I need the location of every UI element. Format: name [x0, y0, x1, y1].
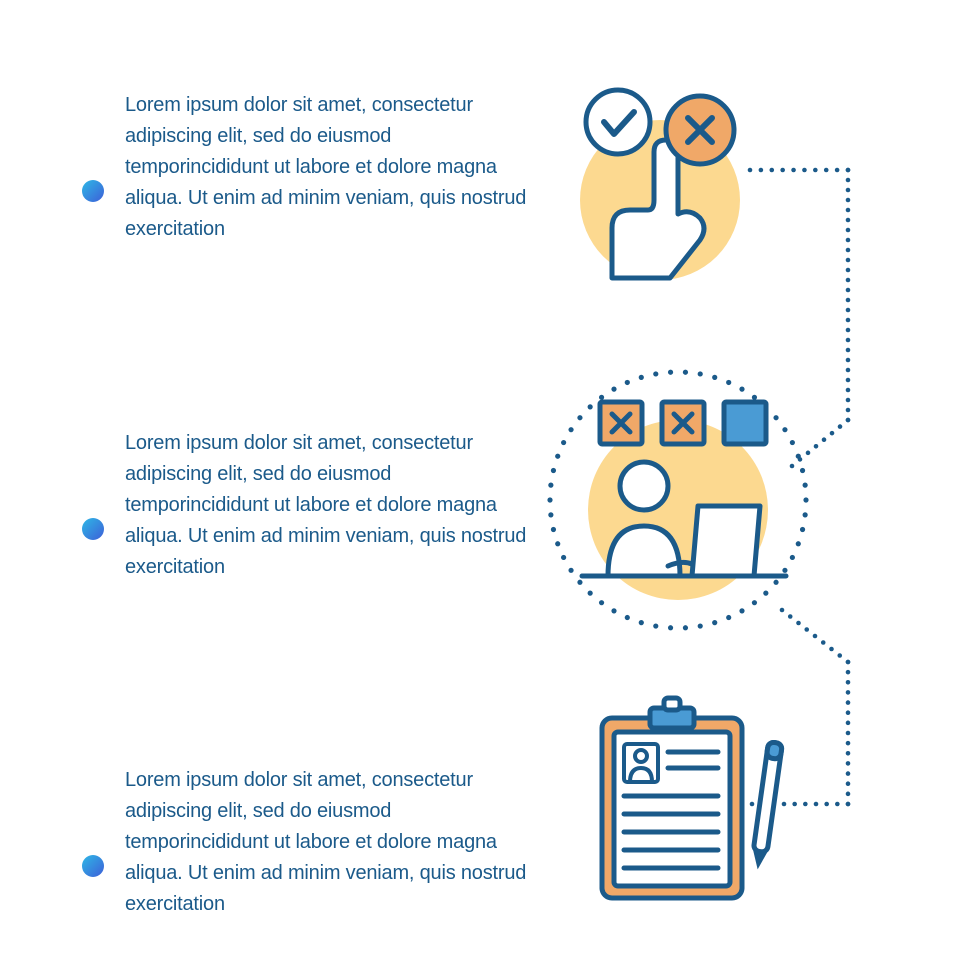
infographic-container: Lorem ipsum dolor sit amet, consectetur … [0, 0, 980, 980]
bullet-dot [82, 518, 104, 540]
paragraph-text: Lorem ipsum dolor sit amet, consectetur … [125, 432, 526, 578]
graphic-column [550, 90, 910, 920]
text-column: Lorem ipsum dolor sit amet, consectetur … [120, 90, 550, 920]
paragraph-text: Lorem ipsum dolor sit amet, consectetur … [125, 94, 526, 240]
paragraph-text: Lorem ipsum dolor sit amet, consectetur … [125, 769, 526, 915]
clipboard-resume-icon [602, 698, 782, 898]
bullet-dot [82, 180, 104, 202]
text-block-3: Lorem ipsum dolor sit amet, consectetur … [120, 765, 530, 920]
graphic-svg [550, 90, 910, 920]
person-laptop-icon [547, 370, 808, 631]
text-block-1: Lorem ipsum dolor sit amet, consectetur … [120, 90, 530, 245]
bullet-dot [82, 855, 104, 877]
decision-hand-icon [580, 90, 740, 280]
text-block-2: Lorem ipsum dolor sit amet, consectetur … [120, 428, 530, 583]
